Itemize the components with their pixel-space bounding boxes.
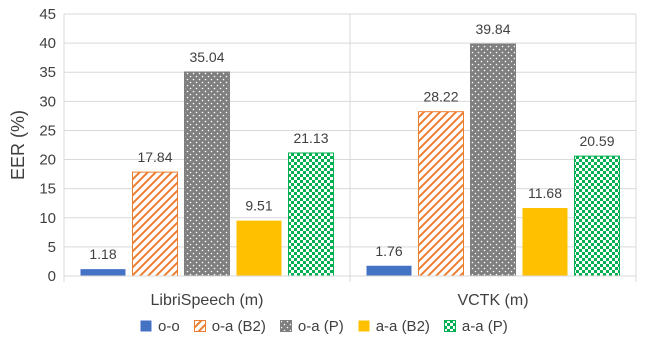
legend-item: o-a (P) bbox=[279, 317, 344, 335]
legend-label: o-a (P) bbox=[297, 317, 344, 335]
chart-legend: o-o o-a (B2) o-a (P) a-a (B2) a-a (P) bbox=[140, 316, 508, 336]
bar-o-a-p--1 bbox=[470, 43, 516, 277]
bar-a-a-b2--0 bbox=[236, 220, 282, 276]
y-tick-label: 35 bbox=[39, 64, 56, 81]
legend-swatch bbox=[279, 320, 292, 332]
legend-label: a-a (P) bbox=[461, 317, 508, 335]
legend-swatch bbox=[193, 320, 206, 332]
bar-o-a-b2--1 bbox=[418, 111, 464, 277]
data-label: 1.76 bbox=[375, 243, 402, 259]
bar-a-a-b2--1 bbox=[522, 207, 568, 276]
y-axis-title: EER (%) bbox=[8, 110, 28, 180]
bar-o-o-1 bbox=[366, 265, 412, 276]
bar-o-a-p--0 bbox=[184, 71, 230, 277]
data-label: 39.84 bbox=[475, 21, 510, 37]
legend-swatch bbox=[358, 320, 370, 332]
data-label: 1.18 bbox=[89, 246, 116, 262]
data-label: 28.22 bbox=[423, 89, 458, 105]
y-tick-label: 15 bbox=[39, 181, 56, 198]
data-label: 9.51 bbox=[245, 198, 272, 214]
data-label: 11.68 bbox=[528, 185, 562, 201]
legend-swatch bbox=[443, 320, 456, 332]
y-tick-label: 25 bbox=[39, 122, 56, 139]
bar-o-a-b2--0 bbox=[132, 171, 178, 277]
legend-item: a-a (P) bbox=[443, 317, 508, 335]
y-tick-label: 40 bbox=[39, 35, 56, 52]
chart-canvas: 1.18 17.84 35.04 9.51 21.13 1.76 28.22 39.84 11.… bbox=[8, 6, 637, 309]
data-label: 17.84 bbox=[137, 149, 172, 165]
legend-label: o-a (B2) bbox=[211, 317, 266, 335]
bar-o-o-0 bbox=[80, 269, 126, 276]
legend-label: a-a (B2) bbox=[375, 317, 430, 335]
legend-label: o-o bbox=[158, 317, 180, 335]
legend-item: a-a (B2) bbox=[358, 318, 430, 335]
y-tick-label: 0 bbox=[48, 268, 56, 285]
y-tick-label: 45 bbox=[39, 6, 56, 23]
data-label: 35.04 bbox=[189, 49, 224, 65]
legend-swatch bbox=[140, 320, 152, 332]
y-tick-label: 20 bbox=[39, 152, 56, 169]
bar-a-a-p--0 bbox=[288, 152, 334, 277]
legend-item: o-a (B2) bbox=[193, 317, 266, 335]
y-tick-label: 5 bbox=[48, 239, 56, 256]
y-tick-label: 30 bbox=[39, 93, 56, 110]
data-label: 20.59 bbox=[579, 133, 614, 149]
bar-a-a-p--1 bbox=[574, 155, 620, 277]
x-tick-label: LibriSpeech (m) bbox=[151, 292, 264, 309]
y-tick-label: 10 bbox=[39, 210, 56, 227]
data-label: 21.13 bbox=[293, 130, 328, 146]
legend-item: o-o bbox=[140, 318, 180, 335]
x-tick-label: VCTK (m) bbox=[457, 292, 528, 309]
